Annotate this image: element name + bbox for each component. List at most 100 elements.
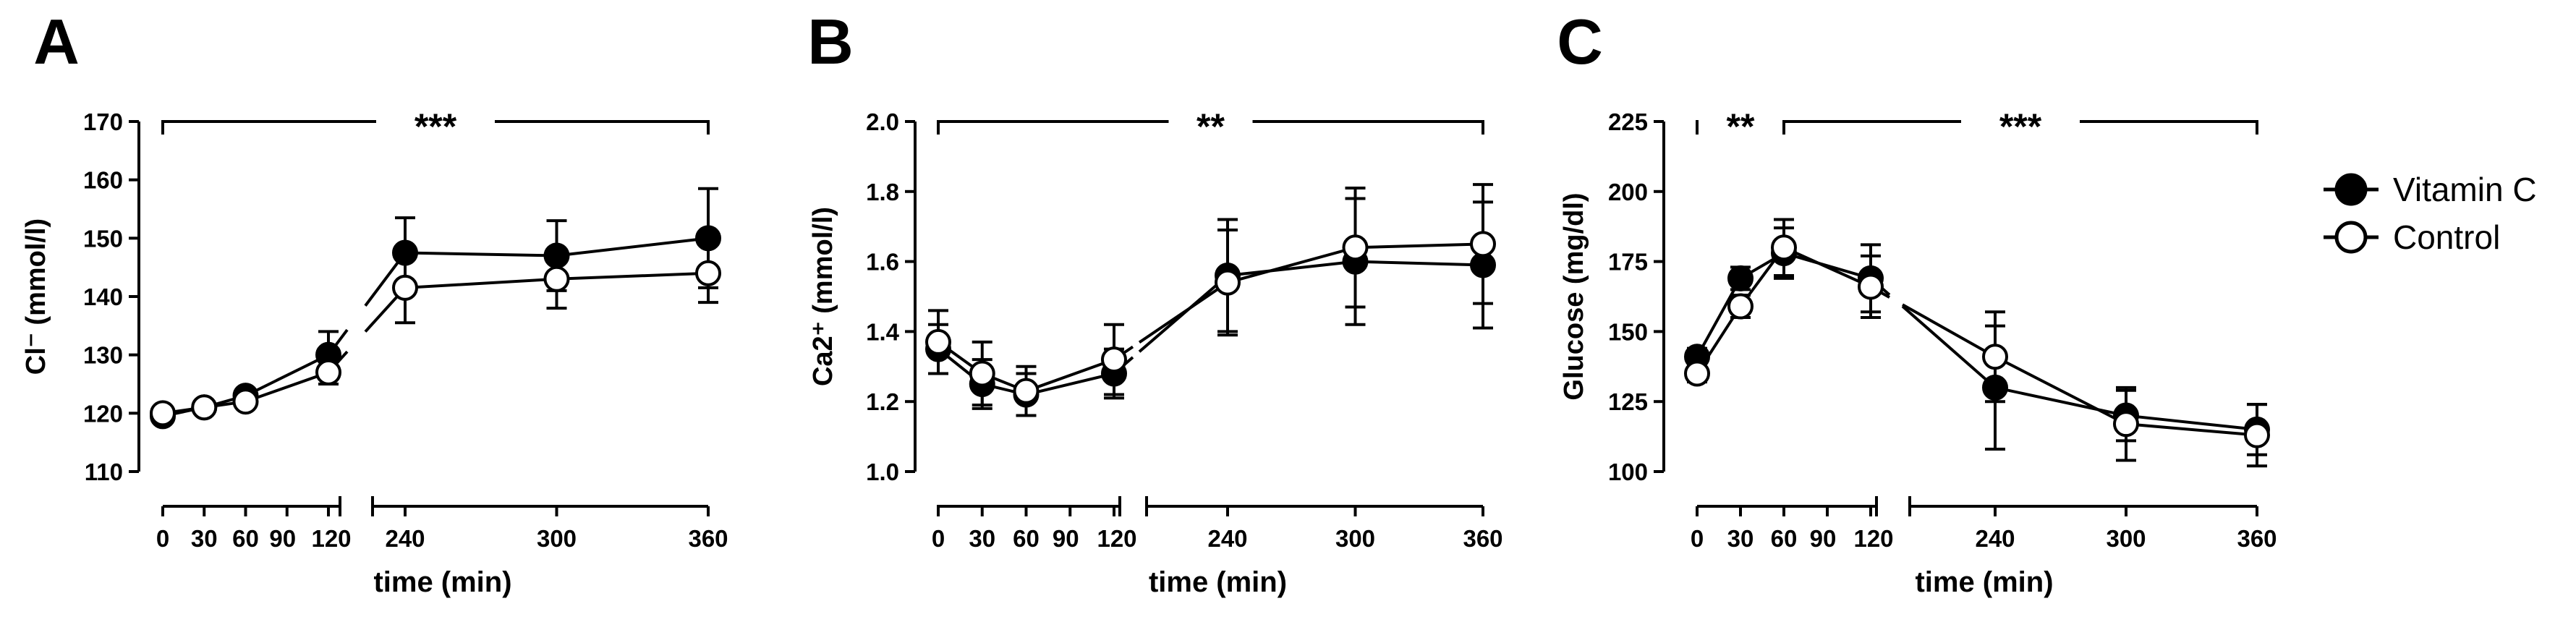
data-point bbox=[2113, 411, 2139, 438]
x-tick-label: 0 bbox=[932, 525, 945, 552]
y-axis-label: Ca2⁺ (mmol/l) bbox=[808, 207, 838, 386]
series-vitc bbox=[150, 187, 721, 430]
y-tick-label: 175 bbox=[1608, 249, 1648, 276]
x-tick-label: 360 bbox=[1463, 525, 1502, 552]
x-tick-label: 120 bbox=[311, 525, 351, 552]
y-tick-label: 1.4 bbox=[866, 318, 900, 345]
y-tick-label: 160 bbox=[83, 167, 123, 194]
series-ctrl bbox=[1684, 218, 2270, 468]
legend-label-vitamin-c: Vitamin C bbox=[2393, 171, 2537, 208]
data-point bbox=[315, 359, 341, 385]
panel-letter-b: B bbox=[807, 6, 854, 77]
bracket-line bbox=[161, 120, 376, 135]
x-tick-label: 30 bbox=[191, 525, 218, 552]
series-line-segment bbox=[364, 237, 709, 307]
y-tick-label: 150 bbox=[1608, 318, 1648, 345]
bracket-line bbox=[1782, 120, 1961, 135]
data-point bbox=[2244, 422, 2270, 448]
y-tick-label: 225 bbox=[1608, 108, 1648, 135]
series-line-segment bbox=[1696, 251, 1891, 358]
y-tick-label: 170 bbox=[83, 108, 123, 135]
significance-label: *** bbox=[415, 106, 457, 147]
x-tick-label: 90 bbox=[1810, 525, 1837, 552]
data-point bbox=[1342, 234, 1369, 261]
x-axis-label: time (min) bbox=[1149, 566, 1287, 598]
significance-bracket: ** bbox=[937, 106, 1484, 147]
y-tick-label: 1.8 bbox=[866, 179, 899, 205]
data-point bbox=[1215, 269, 1241, 296]
x-tick-label: 30 bbox=[969, 525, 995, 552]
legend: Vitamin C Control bbox=[2324, 171, 2537, 256]
data-point bbox=[695, 260, 721, 286]
series-line-segment bbox=[1901, 304, 2258, 431]
significance-bracket: ** bbox=[1696, 106, 1785, 147]
series-line-segment bbox=[1138, 242, 1484, 344]
data-point bbox=[392, 274, 418, 301]
chart-panel-a: A 110 120 130 140 150 160 170 Cl⁻ (mmol/l) 0 30 60 9… bbox=[21, 6, 728, 598]
data-point bbox=[191, 394, 218, 421]
y-tick-label: 150 bbox=[83, 225, 123, 252]
panel-letter-a: A bbox=[33, 6, 80, 77]
data-point bbox=[1101, 346, 1127, 373]
panel-letter-c: C bbox=[1557, 6, 1603, 77]
bracket-line bbox=[937, 120, 1169, 135]
series-ctrl bbox=[150, 242, 721, 427]
data-point bbox=[1982, 344, 2008, 370]
data-point bbox=[969, 360, 995, 387]
x-tick-label: 300 bbox=[1335, 525, 1375, 552]
y-tick-label: 1.6 bbox=[866, 249, 899, 276]
significance-bracket: *** bbox=[1782, 106, 2258, 147]
bracket-line bbox=[2080, 120, 2258, 135]
data-point bbox=[1727, 265, 1754, 291]
data-point bbox=[1771, 234, 1797, 261]
data-point bbox=[150, 400, 176, 427]
series-line-segment bbox=[1902, 303, 2258, 437]
x-tick-label: 360 bbox=[2237, 525, 2277, 552]
chart-panel-c: C 100 125 150 175 200 225 Glucose (mg/dl) 0 30 60 9… bbox=[1557, 6, 2277, 598]
x-tick-label: 60 bbox=[232, 525, 259, 552]
x-tick-label: 360 bbox=[688, 525, 728, 552]
x-tick-label: 60 bbox=[1013, 525, 1040, 552]
y-tick-label: 1.2 bbox=[866, 388, 899, 415]
x-axis-label: time (min) bbox=[1915, 566, 2053, 598]
series-ctrl bbox=[925, 183, 1496, 417]
x-tick-label: 300 bbox=[537, 525, 577, 552]
significance-label: ** bbox=[1727, 106, 1755, 147]
y-tick-label: 125 bbox=[1608, 388, 1648, 415]
y-tick-label: 140 bbox=[83, 284, 123, 310]
y-axis-label: Glucose (mg/dl) bbox=[1559, 192, 1589, 400]
data-point bbox=[1858, 273, 1884, 300]
bracket-line bbox=[1696, 120, 1699, 135]
data-point bbox=[1470, 231, 1496, 257]
data-point bbox=[543, 265, 570, 292]
x-tick-label: 0 bbox=[1691, 525, 1704, 552]
y-tick-label: 130 bbox=[83, 342, 123, 369]
chart-panel-b: B 1.0 1.2 1.4 1.6 1.8 2.0 Ca2⁺ (mmol/l) 0 30 60 90 1… bbox=[807, 6, 1502, 598]
significance-bracket: *** bbox=[161, 106, 710, 147]
data-point bbox=[1013, 378, 1040, 404]
y-tick-label: 1.0 bbox=[866, 459, 899, 485]
y-tick-label: 100 bbox=[1608, 459, 1648, 485]
x-tick-label: 300 bbox=[2106, 525, 2146, 552]
x-axis-label: time (min) bbox=[373, 566, 511, 598]
y-axis-label: Cl⁻ (mmol/l) bbox=[21, 218, 51, 375]
legend-entry-control: Control bbox=[2324, 218, 2500, 256]
series-line-segment bbox=[364, 271, 709, 333]
legend-label-control: Control bbox=[2393, 218, 2500, 256]
data-point bbox=[925, 328, 951, 355]
y-tick-label: 110 bbox=[85, 459, 123, 485]
significance-label: ** bbox=[1196, 106, 1225, 147]
data-point bbox=[1684, 360, 1710, 387]
x-tick-label: 0 bbox=[156, 525, 169, 552]
y-tick-label: 2.0 bbox=[866, 108, 899, 135]
significance-label: *** bbox=[1999, 106, 2042, 147]
x-tick-label: 30 bbox=[1727, 525, 1754, 552]
series-vitc bbox=[925, 197, 1496, 417]
legend-entry-vitamin-c: Vitamin C bbox=[2324, 171, 2537, 208]
data-point bbox=[1727, 293, 1754, 320]
y-tick-label: 200 bbox=[1608, 179, 1648, 205]
legend-marker-vitamin-c bbox=[2334, 173, 2368, 206]
x-tick-label: 240 bbox=[1207, 525, 1247, 552]
x-tick-label: 120 bbox=[1853, 525, 1893, 552]
